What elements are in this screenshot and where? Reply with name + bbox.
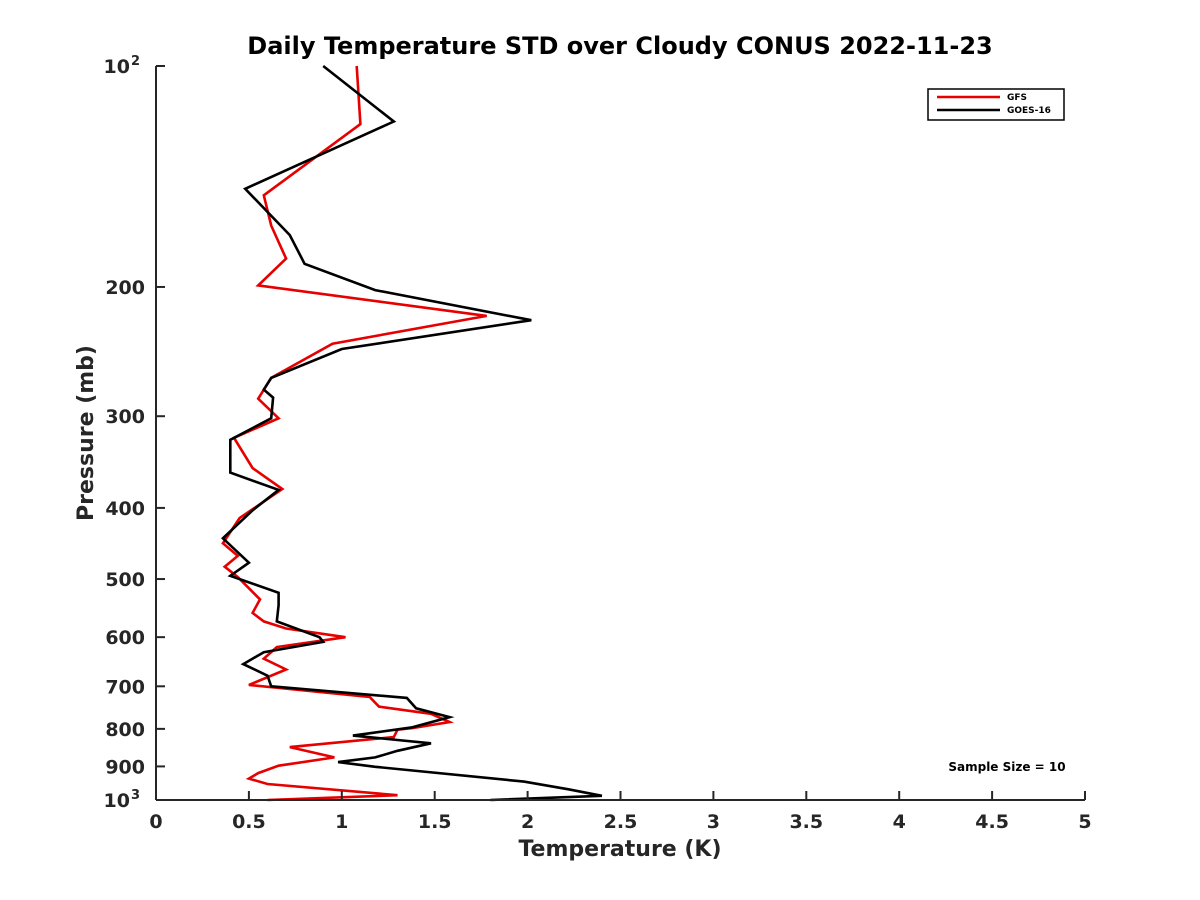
sample-size-annotation: Sample Size = 10 [948, 760, 1065, 774]
y-tick-exponent: 3 [131, 788, 140, 803]
y-tick-label: 10 [104, 56, 130, 78]
x-tick-label: 5 [1078, 811, 1091, 833]
series-group [221, 64, 603, 802]
x-tick-label: 4.5 [975, 811, 1009, 833]
series-line-gfs [221, 65, 487, 802]
x-tick-label: 1 [335, 811, 348, 833]
x-ticks: 0 0.5 1 1.5 2 2.5 3 3.5 4 4.5 5 [149, 791, 1092, 833]
x-tick-label: 4 [893, 811, 906, 833]
legend-label: GFS [1007, 93, 1027, 103]
x-tick-label: 3.5 [789, 811, 823, 833]
y-tick-exponent: 2 [131, 54, 140, 69]
series-line-goes-16 [221, 64, 603, 802]
y-tick-label: 200 [105, 277, 145, 299]
x-axis-label: Temperature (K) [518, 837, 721, 862]
y-tick-label: 700 [105, 676, 145, 698]
y-tick-label: 600 [105, 627, 145, 649]
chart-title: Daily Temperature STD over Cloudy CONUS … [247, 32, 992, 60]
y-tick-label: 400 [105, 498, 145, 520]
y-tick-label: 900 [105, 756, 145, 778]
y-tick-label: 10 [104, 790, 130, 812]
legend: GFS GOES-16 [927, 88, 1065, 121]
x-tick-label: 0.5 [232, 811, 266, 833]
x-tick-label: 0 [149, 811, 162, 833]
legend-label: GOES-16 [1007, 106, 1051, 116]
x-tick-label: 2 [521, 811, 534, 833]
x-tick-label: 3 [707, 811, 720, 833]
y-tick-label: 800 [105, 719, 145, 741]
x-tick-label: 1.5 [418, 811, 452, 833]
y-axis-label: Pressure (mb) [74, 345, 99, 521]
y-tick-label: 300 [105, 406, 145, 428]
y-tick-label: 500 [105, 569, 145, 591]
legend-box [927, 88, 1065, 121]
x-tick-label: 2.5 [604, 811, 638, 833]
